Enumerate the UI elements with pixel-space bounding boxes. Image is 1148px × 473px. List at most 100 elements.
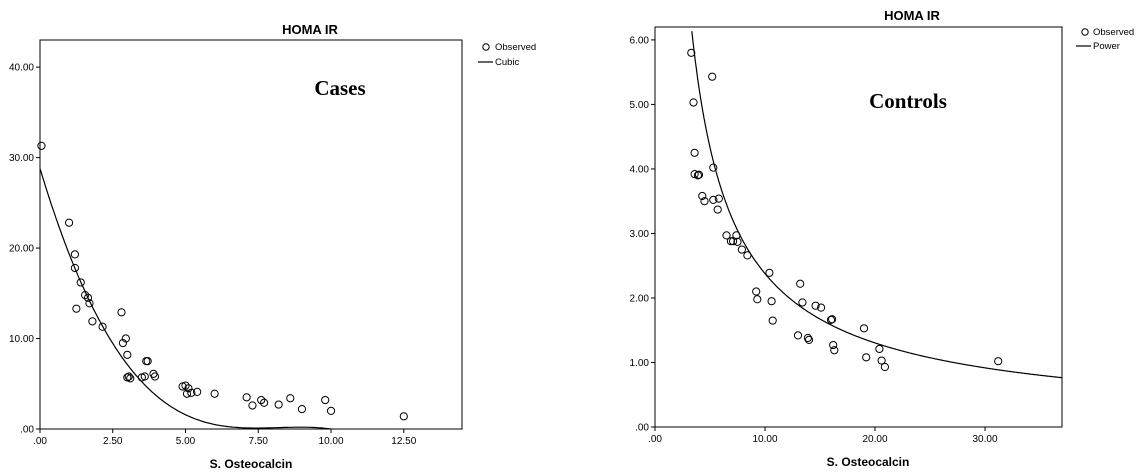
observed-point xyxy=(70,250,80,259)
observed-point xyxy=(124,372,133,381)
observed-point xyxy=(713,205,722,214)
y-tick-label: 1.00 xyxy=(630,358,650,369)
observed-point xyxy=(140,372,149,381)
observed-point xyxy=(297,404,307,414)
chart-title: HOMA IR xyxy=(884,8,940,23)
observed-point xyxy=(181,381,190,390)
observed-point xyxy=(768,316,777,325)
observed-point xyxy=(793,331,803,340)
observed-point xyxy=(248,401,257,410)
observed-point xyxy=(752,287,761,296)
observed-point xyxy=(765,268,774,277)
observed-point xyxy=(72,304,81,313)
observed-point xyxy=(187,388,196,397)
observed-point xyxy=(399,412,408,421)
observed-point xyxy=(257,395,266,405)
observed-point xyxy=(877,356,886,365)
y-tick-label: .00 xyxy=(635,423,649,434)
observed-point xyxy=(126,374,135,383)
observed-point xyxy=(117,308,126,317)
observed-point xyxy=(708,72,717,81)
observed-point xyxy=(286,394,295,403)
observed-point xyxy=(193,387,202,397)
observed-point xyxy=(737,245,747,254)
cases-chart: HOMA IR .00 2.50 5.00 7.50 10.00 12.50 .00 10.0… xyxy=(9,22,536,471)
x-tick-label: 20.00 xyxy=(862,434,887,445)
legend-observed-marker xyxy=(1081,28,1089,36)
observed-point xyxy=(690,148,699,157)
observed-point xyxy=(753,295,762,304)
x-tick-label: 5.00 xyxy=(176,436,196,447)
plot-area xyxy=(39,39,463,430)
observed-point xyxy=(693,171,703,180)
y-tick-label: 10.00 xyxy=(9,334,34,345)
observed-point xyxy=(804,335,814,345)
observed-point xyxy=(709,195,718,205)
y-tick-label: 20.00 xyxy=(9,244,34,255)
observed-point xyxy=(817,303,826,312)
observed-point xyxy=(875,344,884,354)
observed-point xyxy=(722,231,731,240)
legend-observed-label: Observed xyxy=(495,42,536,53)
y-tick-label: 4.00 xyxy=(630,164,650,175)
observed-point xyxy=(259,398,269,407)
y-tick-label: 30.00 xyxy=(9,153,34,164)
observed-point xyxy=(709,163,718,172)
observed-point xyxy=(321,395,330,405)
observed-point xyxy=(242,393,251,402)
observed-point xyxy=(150,372,160,381)
observed-point xyxy=(83,293,93,302)
observed-point xyxy=(182,389,192,398)
observed-point xyxy=(880,362,890,372)
x-tick-label: 2.50 xyxy=(103,436,123,447)
legend-observed-label: Observed xyxy=(1093,27,1134,38)
x-tick-label: 10.00 xyxy=(319,436,344,447)
y-tick-label: 40.00 xyxy=(9,63,34,74)
y-tick-label: 3.00 xyxy=(630,229,650,240)
x-axis-label: S. Osteocalcin xyxy=(210,457,293,471)
observed-point xyxy=(326,406,336,416)
x-tick-label: 10.00 xyxy=(752,434,777,445)
observed-point xyxy=(726,237,736,246)
observed-point xyxy=(143,357,152,366)
observed-point xyxy=(210,389,219,398)
observed-point xyxy=(694,170,704,179)
chart-annotation: Cases xyxy=(314,76,365,100)
observed-point xyxy=(994,357,1003,366)
observed-point xyxy=(123,350,132,359)
cubic-fit-line xyxy=(39,168,332,430)
y-tick-label: .00 xyxy=(20,425,34,436)
observed-point xyxy=(830,346,839,355)
observed-point xyxy=(88,317,97,326)
observed-point xyxy=(733,237,742,246)
x-axis-label: S. Osteocalcin xyxy=(827,455,910,469)
observed-point xyxy=(121,334,130,343)
observed-point xyxy=(98,322,107,331)
observed-point xyxy=(862,353,871,362)
observed-point xyxy=(184,384,193,393)
observed-point xyxy=(826,315,836,325)
observed-point xyxy=(798,298,807,307)
observed-point xyxy=(829,340,838,350)
observed-point xyxy=(796,279,805,288)
observed-point xyxy=(700,197,709,206)
observed-point xyxy=(828,315,837,324)
controls-chart: HOMA IR .00 10.00 20.00 30.00 .00 1.00 2.00 3.0… xyxy=(630,8,1135,469)
y-tick-label: 6.00 xyxy=(630,35,650,46)
x-tick-label: .00 xyxy=(648,434,662,445)
chart-title: HOMA IR xyxy=(282,22,338,37)
x-tick-label: .00 xyxy=(33,436,47,447)
legend: Observed Cubic xyxy=(478,42,536,68)
observed-point xyxy=(714,194,723,203)
y-tick-label: 5.00 xyxy=(630,100,650,111)
observed-point xyxy=(274,400,283,409)
y-tick-label: 2.00 xyxy=(630,293,650,304)
legend-fit-label: Cubic xyxy=(495,57,520,68)
observed-point xyxy=(803,333,813,343)
x-tick-label: 7.50 xyxy=(249,436,269,447)
legend: Observed Power xyxy=(1076,27,1134,52)
legend-fit-label: Power xyxy=(1093,41,1120,52)
x-tick-label: 30.00 xyxy=(972,434,997,445)
power-fit-line xyxy=(691,31,1062,379)
